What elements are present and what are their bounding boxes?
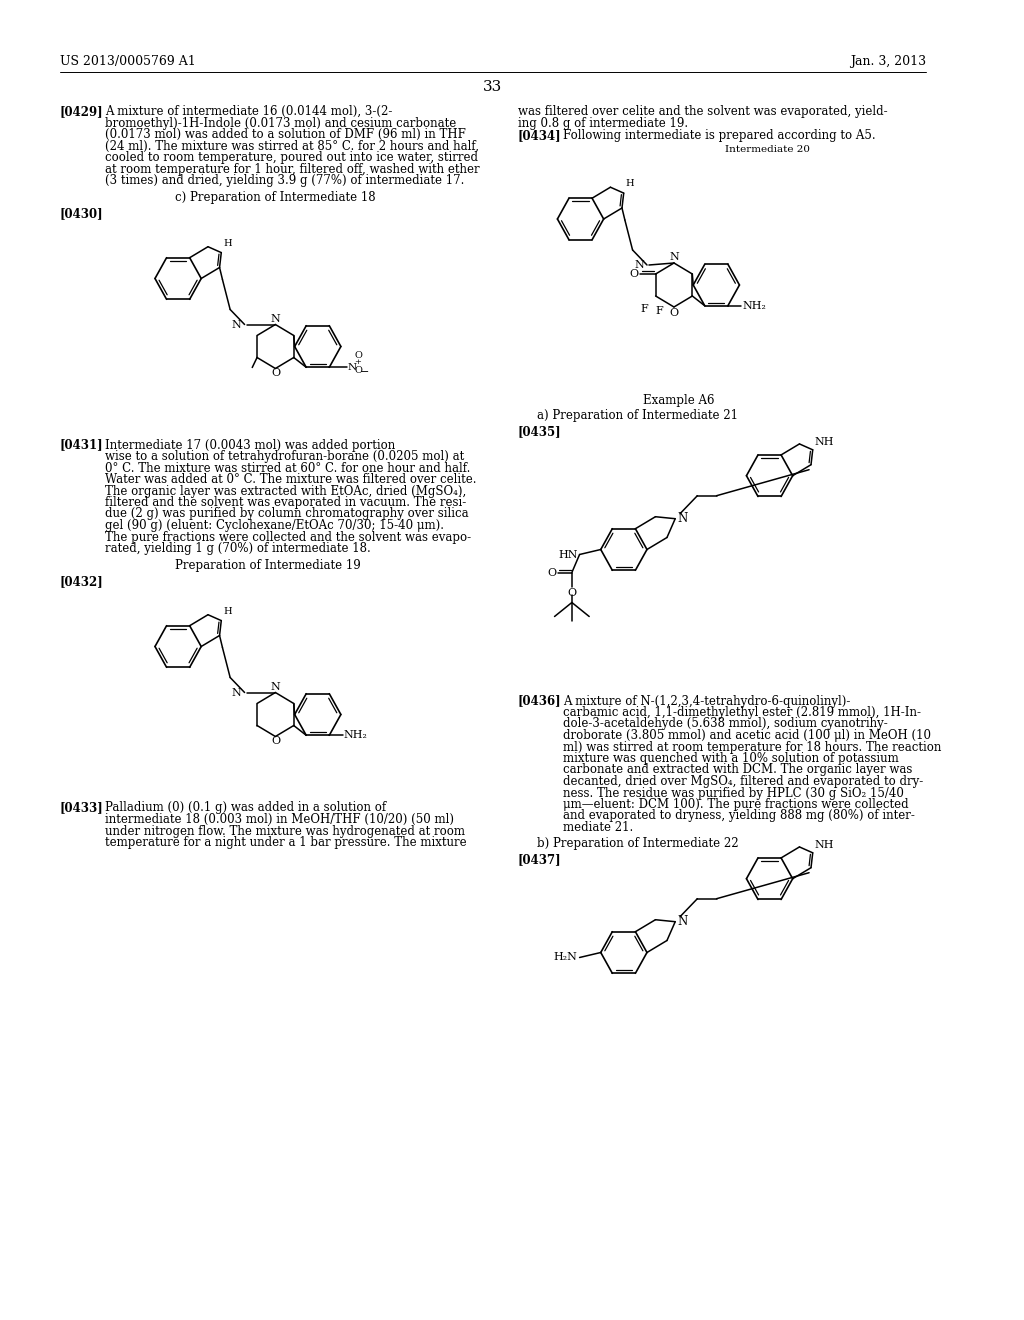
- Text: −: −: [360, 367, 370, 378]
- Text: O: O: [670, 308, 679, 318]
- Text: ml) was stirred at room temperature for 18 hours. The reaction: ml) was stirred at room temperature for …: [563, 741, 942, 754]
- Text: NH: NH: [815, 840, 835, 850]
- Text: Intermediate 20: Intermediate 20: [725, 144, 810, 153]
- Text: N: N: [677, 915, 687, 928]
- Text: μm—eluent: DCM 100). The pure fractions were collected: μm—eluent: DCM 100). The pure fractions …: [563, 799, 909, 810]
- Text: mixture was quenched with a 10% solution of potassium: mixture was quenched with a 10% solution…: [563, 752, 899, 766]
- Text: bromoethyl)-1H-Indole (0.0173 mol) and cesium carbonate: bromoethyl)-1H-Indole (0.0173 mol) and c…: [104, 116, 456, 129]
- Text: [0434]: [0434]: [518, 129, 561, 143]
- Text: N: N: [677, 512, 687, 525]
- Text: Following intermediate is prepared according to A5.: Following intermediate is prepared accor…: [563, 129, 876, 143]
- Text: cooled to room temperature, poured out into ice water, stirred: cooled to room temperature, poured out i…: [104, 150, 478, 164]
- Text: intermediate 18 (0.003 mol) in MeOH/THF (10/20) (50 ml): intermediate 18 (0.003 mol) in MeOH/THF …: [104, 813, 454, 826]
- Text: NH₂: NH₂: [742, 301, 766, 310]
- Text: O: O: [567, 587, 577, 598]
- Text: O: O: [271, 368, 281, 379]
- Text: carbamic acid, 1,1-dimethylethyl ester (2.819 mmol), 1H-In-: carbamic acid, 1,1-dimethylethyl ester (…: [563, 706, 922, 719]
- Text: A mixture of intermediate 16 (0.0144 mol), 3-(2-: A mixture of intermediate 16 (0.0144 mol…: [104, 106, 392, 117]
- Text: [0429]: [0429]: [59, 106, 103, 117]
- Text: c) Preparation of Intermediate 18: c) Preparation of Intermediate 18: [175, 191, 376, 205]
- Text: [0435]: [0435]: [518, 425, 561, 438]
- Text: [0430]: [0430]: [59, 207, 103, 220]
- Text: N: N: [270, 314, 281, 323]
- Text: +: +: [354, 358, 361, 366]
- Text: N: N: [669, 252, 679, 261]
- Text: (24 ml). The mixture was stirred at 85° C. for 2 hours and half,: (24 ml). The mixture was stirred at 85° …: [104, 140, 479, 153]
- Text: and evaporated to dryness, yielding 888 mg (80%) of inter-: and evaporated to dryness, yielding 888 …: [563, 809, 915, 822]
- Text: O: O: [354, 351, 362, 360]
- Text: ness. The residue was purified by HPLC (30 g SiO₂ 15/40: ness. The residue was purified by HPLC (…: [563, 787, 904, 800]
- Text: [0436]: [0436]: [518, 694, 561, 708]
- Text: wise to a solution of tetrahydrofuran-borane (0.0205 mol) at: wise to a solution of tetrahydrofuran-bo…: [104, 450, 464, 463]
- Text: Example A6: Example A6: [643, 393, 715, 407]
- Text: N: N: [270, 681, 281, 692]
- Text: O: O: [271, 737, 281, 747]
- Text: [0431]: [0431]: [59, 438, 103, 451]
- Text: Palladium (0) (0.1 g) was added in a solution of: Palladium (0) (0.1 g) was added in a sol…: [104, 801, 386, 814]
- Text: carbonate and extracted with DCM. The organic layer was: carbonate and extracted with DCM. The or…: [563, 763, 912, 776]
- Text: NH: NH: [815, 437, 835, 446]
- Text: US 2013/0005769 A1: US 2013/0005769 A1: [59, 55, 196, 69]
- Text: O: O: [354, 366, 362, 375]
- Text: F: F: [655, 306, 664, 315]
- Text: HN: HN: [558, 549, 578, 560]
- Text: due (2 g) was purified by column chromatography over silica: due (2 g) was purified by column chromat…: [104, 507, 469, 520]
- Text: 33: 33: [483, 81, 503, 94]
- Text: O: O: [548, 568, 556, 578]
- Text: F: F: [640, 304, 648, 314]
- Text: dole-3-acetaldehyde (5.638 mmol), sodium cyanotrihy-: dole-3-acetaldehyde (5.638 mmol), sodium…: [563, 718, 888, 730]
- Text: NH₂: NH₂: [344, 730, 368, 741]
- Text: H₂N: H₂N: [554, 953, 578, 962]
- Text: b) Preparation of Intermediate 22: b) Preparation of Intermediate 22: [538, 837, 739, 850]
- Text: [0433]: [0433]: [59, 801, 103, 814]
- Text: H: H: [223, 607, 231, 615]
- Text: (0.0173 mol) was added to a solution of DMF (96 ml) in THF: (0.0173 mol) was added to a solution of …: [104, 128, 466, 141]
- Text: at room temperature for 1 hour, filtered off, washed with ether: at room temperature for 1 hour, filtered…: [104, 162, 479, 176]
- Text: decanted, dried over MgSO₄, filtered and evaporated to dry-: decanted, dried over MgSO₄, filtered and…: [563, 775, 924, 788]
- Text: O: O: [629, 269, 638, 279]
- Text: H: H: [223, 239, 231, 248]
- Text: mediate 21.: mediate 21.: [563, 821, 634, 834]
- Text: Preparation of Intermediate 19: Preparation of Intermediate 19: [175, 560, 361, 573]
- Text: The organic layer was extracted with EtOAc, dried (MgSO₄),: The organic layer was extracted with EtO…: [104, 484, 466, 498]
- Text: under nitrogen flow. The mixture was hydrogenated at room: under nitrogen flow. The mixture was hyd…: [104, 825, 465, 837]
- Text: temperature for a night under a 1 bar pressure. The mixture: temperature for a night under a 1 bar pr…: [104, 836, 467, 849]
- Text: 0° C. The mixture was stirred at 60° C. for one hour and half.: 0° C. The mixture was stirred at 60° C. …: [104, 462, 470, 474]
- Text: (3 times) and dried, yielding 3.9 g (77%) of intermediate 17.: (3 times) and dried, yielding 3.9 g (77%…: [104, 174, 464, 187]
- Text: Water was added at 0° C. The mixture was filtered over celite.: Water was added at 0° C. The mixture was…: [104, 473, 476, 486]
- Text: gel (90 g) (eluent: Cyclohexane/EtOAc 70/30; 15-40 μm).: gel (90 g) (eluent: Cyclohexane/EtOAc 70…: [104, 519, 444, 532]
- Text: ing 0.8 g of intermediate 19.: ing 0.8 g of intermediate 19.: [518, 116, 688, 129]
- Text: N: N: [347, 363, 356, 372]
- Text: Jan. 3, 2013: Jan. 3, 2013: [850, 55, 926, 69]
- Text: filtered and the solvent was evaporated in vacuum. The resi-: filtered and the solvent was evaporated …: [104, 496, 466, 510]
- Text: The pure fractions were collected and the solvent was evapo-: The pure fractions were collected and th…: [104, 531, 471, 544]
- Text: rated, yielding 1 g (70%) of intermediate 18.: rated, yielding 1 g (70%) of intermediat…: [104, 543, 371, 554]
- Text: N: N: [232, 319, 242, 330]
- Text: A mixture of N-(1,2,3,4-tetrahydro-6-quinolinyl)-: A mixture of N-(1,2,3,4-tetrahydro-6-qui…: [563, 694, 851, 708]
- Text: was filtered over celite and the solvent was evaporated, yield-: was filtered over celite and the solvent…: [518, 106, 888, 117]
- Text: a) Preparation of Intermediate 21: a) Preparation of Intermediate 21: [538, 409, 738, 422]
- Text: [0437]: [0437]: [518, 853, 561, 866]
- Text: N: N: [635, 260, 644, 271]
- Text: Intermediate 17 (0.0043 mol) was added portion: Intermediate 17 (0.0043 mol) was added p…: [104, 438, 395, 451]
- Text: H: H: [626, 180, 634, 189]
- Text: [0432]: [0432]: [59, 576, 103, 587]
- Text: droborate (3.805 mmol) and acetic acid (100 μl) in MeOH (10: droborate (3.805 mmol) and acetic acid (…: [563, 729, 931, 742]
- Text: N: N: [232, 688, 242, 697]
